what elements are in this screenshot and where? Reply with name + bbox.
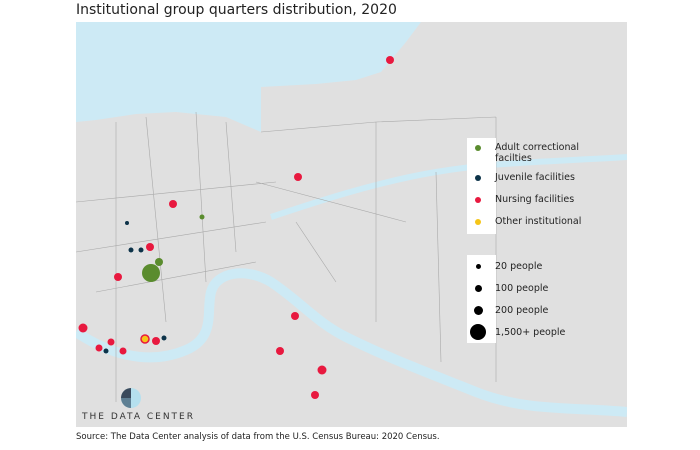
legend-label: 1,500+ people	[495, 327, 566, 338]
juvenile-dot-icon	[475, 175, 481, 181]
size-dot-icon	[474, 284, 482, 292]
juvenile-facility-marker	[161, 335, 167, 341]
source-note: Source: The Data Center analysis of data…	[76, 432, 440, 442]
size-dot-icon	[470, 324, 486, 340]
juvenile-facility-marker	[125, 221, 129, 225]
district-boundaries	[76, 111, 497, 402]
facility-markers	[78, 56, 394, 399]
nursing-facility-marker	[152, 337, 160, 345]
legend-label: 200 people	[495, 305, 549, 316]
nursing-facility-marker	[119, 347, 127, 355]
legend-label: 20 people	[495, 261, 543, 272]
nursing-facility-marker	[169, 200, 177, 208]
nursing-facility-marker	[95, 344, 103, 352]
juvenile-facility-marker	[128, 247, 134, 253]
nursing-facility-marker	[114, 273, 122, 281]
map-title: Institutional group quarters distributio…	[76, 2, 397, 18]
adult-dot-icon	[475, 145, 481, 151]
category-legend	[467, 138, 496, 234]
river	[76, 268, 627, 417]
nursing-facility-marker	[276, 347, 284, 355]
nursing-facility-marker	[146, 243, 154, 251]
map	[76, 22, 627, 427]
nursing-facility-marker	[294, 173, 302, 181]
nursing-facility-marker	[107, 338, 115, 346]
data-center-logo-icon	[121, 388, 141, 408]
adult-facility-marker	[155, 258, 163, 266]
legend-label: 100 people	[495, 283, 549, 294]
legend-label: Nursing facilities	[495, 194, 575, 205]
size-dot-icon	[475, 263, 481, 269]
other-facility-marker	[140, 334, 150, 344]
adult-facility-marker	[142, 264, 160, 282]
juvenile-facility-marker	[103, 348, 109, 354]
legend-label: Adult correctional facilties	[495, 142, 579, 164]
legend-label: Other institutional	[495, 216, 582, 227]
size-dot-icon	[473, 305, 483, 315]
nursing-facility-marker	[311, 391, 319, 399]
nursing-facility-marker	[317, 365, 327, 375]
brand-name: THE DATA CENTER	[82, 412, 195, 422]
legend-label: Juvenile facilities	[495, 172, 575, 183]
nursing-facility-marker	[78, 323, 88, 333]
other-dot-icon	[475, 219, 481, 225]
lake	[76, 22, 421, 132]
juvenile-facility-marker	[138, 247, 144, 253]
nursing-dot-icon	[475, 197, 481, 203]
nursing-facility-marker	[386, 56, 394, 64]
adult-facility-marker	[199, 214, 205, 220]
nursing-facility-marker	[291, 312, 299, 320]
